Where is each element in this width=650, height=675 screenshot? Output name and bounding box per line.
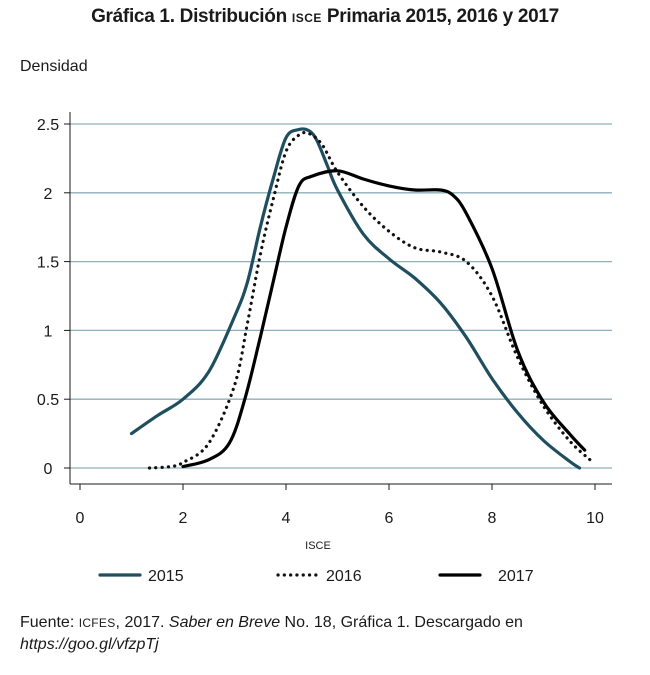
source-publication: Saber en Breve [168, 614, 281, 631]
chart-title-pre: Gráfica 1. Distribución [91, 6, 292, 27]
y-tick-label-5: 2.5 [37, 117, 59, 134]
chart-title: Gráfica 1. Distribución ISCE Primaria 20… [0, 6, 650, 28]
legend-label-2017: 2017 [498, 568, 534, 585]
source-link[interactable]: https://goo.gl/vfzpTj [20, 636, 159, 653]
y-tick-label-3: 1.5 [37, 255, 59, 272]
y-tick-label-1: 0.5 [37, 392, 59, 409]
y-tick-label-2: 1 [44, 323, 53, 340]
series-line-2015 [129, 127, 582, 470]
chart-title-post: Primaria 2015, 2016 y 2017 [321, 6, 559, 27]
source-prefix: Fuente: [20, 614, 79, 631]
source-mid: , 2017. [115, 614, 169, 631]
source-rest: No. 18, Gráfica 1. Descargado en [280, 614, 523, 631]
series-line-2017 [181, 169, 587, 469]
series-lines [129, 127, 592, 470]
source-note: Fuente: ICFES, 2017. Saber en Breve No. … [20, 612, 620, 656]
axes [64, 112, 612, 490]
x-tick-label-4: 8 [488, 510, 497, 527]
x-tick-label-5: 10 [586, 510, 604, 527]
legend: 2015 2016 2017 [98, 568, 534, 585]
legend-label-2016: 2016 [326, 568, 362, 585]
x-tick-label-0: 0 [76, 510, 85, 527]
tick-labels: 0 0.5 1 1.5 2 2.5 0 2 4 6 8 10 [37, 117, 604, 527]
series-line-2016 [147, 130, 592, 470]
x-tick-label-1: 2 [179, 510, 188, 527]
y-axis-label: Densidad [20, 58, 88, 75]
density-chart: 0 0.5 1 1.5 2 2.5 0 2 4 6 8 10 ISCE 2015 2016 2017 [37, 112, 612, 585]
source-icfes: ICFES [78, 616, 116, 630]
x-axis-label: ISCE [305, 540, 331, 552]
grid-lines [70, 123, 612, 469]
y-tick-label-0: 0 [44, 461, 53, 478]
x-tick-label-3: 6 [385, 510, 394, 527]
x-tick-label-2: 4 [282, 510, 291, 527]
y-tick-label-4: 2 [44, 186, 53, 203]
chart-title-sc: ISCE [291, 11, 322, 25]
legend-label-2015: 2015 [148, 568, 184, 585]
